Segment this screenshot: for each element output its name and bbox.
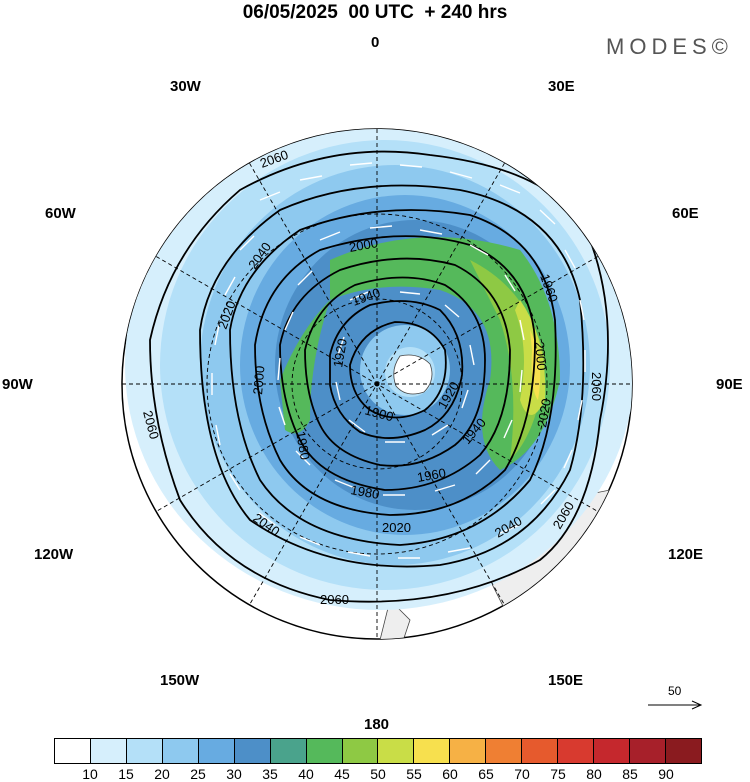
colorbar-swatch (306, 739, 343, 763)
contour-label: 1920 (330, 337, 350, 368)
contour-label: 2060 (320, 592, 349, 607)
contour-label: 2020 (534, 397, 554, 428)
colorbar-swatch (378, 739, 415, 763)
map-title: 06/05/2025 00 UTC + 240 hrs (242, 2, 508, 23)
colorbar-tick-label: 35 (262, 766, 278, 782)
colorbar-swatch (414, 739, 451, 763)
colorbar-tick-label: 45 (334, 766, 350, 782)
lon-label-150e: 150E (548, 672, 584, 689)
lon-label-180: 180 (364, 716, 390, 733)
colorbar-swatch (55, 739, 91, 763)
colorbar-swatch (450, 739, 487, 763)
colorbar-swatch (90, 739, 127, 763)
lon-label-30e: 30E (548, 78, 575, 95)
colorbar-swatch (234, 739, 271, 763)
contour-label: 2020 (382, 520, 411, 535)
contour-label: 1900 (363, 402, 395, 424)
lon-label-120e: 120E (668, 546, 704, 563)
lon-label-120w: 120W (34, 546, 74, 563)
colorbar-tick-label: 40 (298, 766, 314, 782)
colorbar-tick-label: 85 (622, 766, 638, 782)
colorbar-tick-label: 65 (478, 766, 494, 782)
colorbar (54, 738, 702, 764)
modes-logo: MODES© (606, 34, 733, 59)
colorbar-swatch (270, 739, 307, 763)
colorbar-swatch (594, 739, 630, 763)
colorbar-tick-label: 25 (190, 766, 206, 782)
colorbar-tick-label: 75 (550, 766, 566, 782)
reference-vector-label: 50 (668, 684, 682, 698)
lon-label-30w: 30W (170, 78, 201, 95)
colorbar-tick-label: 10 (82, 766, 98, 782)
colorbar-swatch (522, 739, 559, 763)
colorbar-tick-label: 50 (370, 766, 386, 782)
contour-label: 1980 (293, 430, 313, 461)
colorbar-swatch (198, 739, 235, 763)
colorbar-tick-label: 20 (154, 766, 170, 782)
colorbar-swatch (558, 739, 595, 763)
lon-label-150w: 150W (160, 672, 200, 689)
colorbar-tick-label: 30 (226, 766, 242, 782)
contour-label: 2000 (532, 341, 549, 371)
contour-label: 2000 (250, 365, 267, 395)
contour-label: 2060 (589, 372, 604, 401)
pole-dot (374, 381, 380, 387)
contour-label: 2060 (140, 409, 162, 441)
colorbar-tick-label: 70 (514, 766, 530, 782)
lon-label-90w: 90W (2, 376, 33, 393)
contour-label: 1960 (416, 465, 447, 485)
colorbar-tick-label: 55 (406, 766, 422, 782)
colorbar-tick-label: 80 (586, 766, 602, 782)
lon-label-90e: 90E (716, 376, 743, 393)
reference-vector-arrow (648, 700, 703, 710)
colorbar-tick-label: 60 (442, 766, 458, 782)
lon-label-0: 0 (371, 34, 380, 51)
colorbar-swatch (126, 739, 163, 763)
height-contours (149, 150, 609, 603)
colorbar-swatch (630, 739, 666, 763)
contour-label: 2000 (348, 235, 379, 255)
colorbar-tick-label: 15 (118, 766, 134, 782)
colorbar-swatch (665, 739, 701, 763)
lon-label-60w: 60W (45, 205, 76, 222)
colorbar-tick-label: 90 (658, 766, 674, 782)
contour-label: 1980 (349, 482, 380, 502)
colorbar-swatch (342, 739, 379, 763)
colorbar-swatch (486, 739, 523, 763)
lon-label-60e: 60E (672, 205, 699, 222)
colorbar-swatch (162, 739, 199, 763)
wind-vectors (211, 162, 586, 559)
